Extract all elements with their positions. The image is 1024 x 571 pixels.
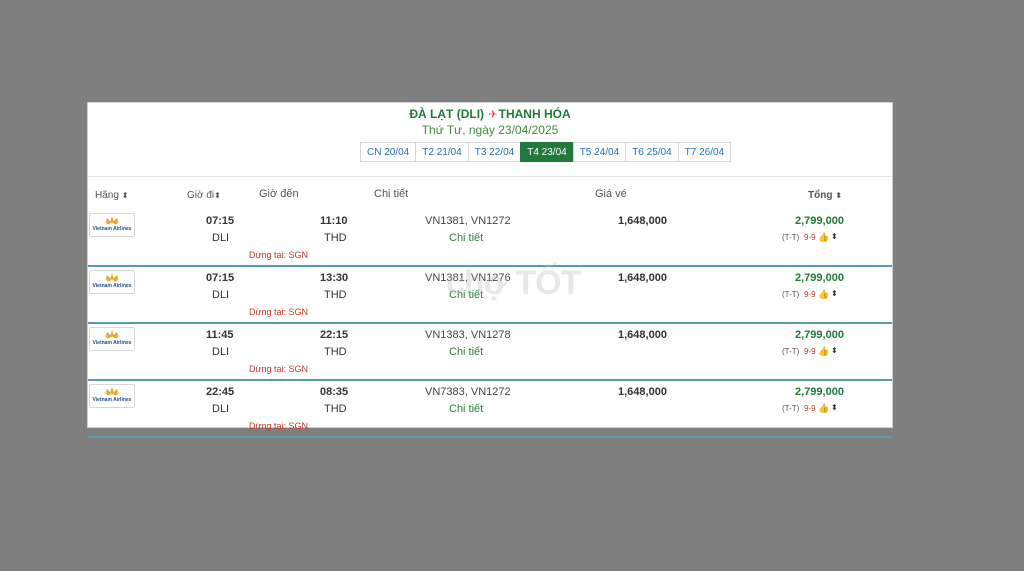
- col-detail-header: Chi tiết: [374, 188, 409, 200]
- detail-link[interactable]: Chi tiết: [449, 346, 484, 358]
- sort-icon: ⬍: [214, 191, 221, 200]
- col-airline-header[interactable]: Hãng ⬍: [95, 190, 129, 201]
- detail-link[interactable]: Chi tiết: [449, 289, 484, 301]
- total-price: 2,799,000: [795, 272, 844, 284]
- total-price: 2,799,000: [795, 386, 844, 398]
- airline-logo-text: Vietnam Airlines: [92, 397, 132, 403]
- airline-logo: Vietnam Airlines: [89, 270, 135, 294]
- fare-class: (T-T): [782, 347, 800, 356]
- rating-label: 9-9: [804, 347, 816, 356]
- depart-code: DLI: [212, 232, 230, 244]
- flight-list: Vietnam Airlines 07:15 DLI 11:10 THD Dừn…: [88, 210, 892, 438]
- thumbs-up-icon: 👍: [818, 232, 830, 242]
- arrive-code: THD: [324, 289, 347, 301]
- detail-link[interactable]: Chi tiết: [449, 403, 484, 415]
- arrive-time: 08:35: [320, 386, 349, 398]
- rating-label: 9-9: [804, 290, 816, 299]
- arrive-code: THD: [324, 346, 347, 358]
- rating-label: 9-9: [804, 233, 816, 242]
- rating-label: 9-9: [804, 404, 816, 413]
- column-header-row: Hãng ⬍ Giờ đi⬍ Giờ đến Chi tiết Giá vé T…: [88, 177, 892, 210]
- arrive-code: THD: [324, 403, 347, 415]
- flight-numbers: VN1381, VN1272: [425, 215, 511, 227]
- stop-info: Dừng tại: SGN: [249, 250, 309, 260]
- expand-sort-icon[interactable]: ⬍: [831, 403, 838, 412]
- flight-numbers: VN1383, VN1278: [425, 329, 511, 341]
- expand-sort-icon[interactable]: ⬍: [831, 289, 838, 298]
- arrive-time: 22:15: [320, 329, 349, 341]
- expand-sort-icon[interactable]: ⬍: [831, 346, 838, 355]
- flight-row[interactable]: Vietnam Airlines 11:45 DLI 22:15 THD Dừn…: [88, 324, 892, 381]
- flight-numbers: VN1381, VN1276: [425, 272, 511, 284]
- airline-logo-text: Vietnam Airlines: [92, 340, 132, 346]
- date-tabs: CN 20/04 T2 21/04 T3 22/04 T4 23/04 T5 2…: [360, 142, 732, 162]
- airline-logo-text: Vietnam Airlines: [92, 226, 132, 232]
- depart-time: 07:15: [206, 215, 235, 227]
- tab-date[interactable]: T3 22/04: [467, 142, 522, 162]
- stop-info: Dừng tại: SGN: [249, 307, 309, 317]
- col-arrive-header: Giờ đến: [259, 188, 299, 200]
- depart-code: DLI: [212, 346, 230, 358]
- thumbs-up-icon: 👍: [818, 346, 830, 356]
- thumbs-up-icon: 👍: [818, 403, 830, 413]
- lotus-icon: [104, 387, 120, 396]
- airline-logo-text: Vietnam Airlines: [92, 283, 132, 289]
- col-fare-header: Giá vé: [595, 188, 627, 200]
- sort-icon: ⬍: [835, 191, 842, 200]
- flight-row[interactable]: Vietnam Airlines 07:15 DLI 11:10 THD Dừn…: [88, 210, 892, 267]
- stop-info: Dừng tại: SGN: [249, 364, 309, 374]
- col-depart-header[interactable]: Giờ đi⬍: [187, 190, 221, 201]
- total-price: 2,799,000: [795, 215, 844, 227]
- lotus-icon: [104, 273, 120, 282]
- depart-time: 11:45: [206, 329, 234, 341]
- flight-results-panel: ĐÀ LẠT (DLI) ✈THANH HÓA Thứ Tư, ngày 23/…: [87, 102, 893, 438]
- arrive-code: THD: [324, 232, 347, 244]
- tab-date[interactable]: T2 21/04: [415, 142, 469, 162]
- total-price: 2,799,000: [795, 329, 844, 341]
- results-header: ĐÀ LẠT (DLI) ✈THANH HÓA Thứ Tư, ngày 23/…: [88, 103, 892, 177]
- detail-link[interactable]: Chi tiết: [449, 232, 484, 244]
- date-label: Thứ Tư, ngày 23/04/2025: [421, 123, 559, 137]
- arrive-time: 13:30: [320, 272, 349, 284]
- depart-code: DLI: [212, 289, 230, 301]
- fare-price: 1,648,000: [618, 272, 667, 284]
- origin-label: ĐÀ LẠT (DLI): [409, 107, 485, 121]
- plane-icon: ✈: [488, 109, 498, 121]
- flight-row[interactable]: Vietnam Airlines 07:15 DLI 13:30 THD Dừn…: [88, 267, 892, 324]
- tab-date-active[interactable]: T4 23/04: [520, 142, 574, 162]
- flight-numbers: VN7383, VN1272: [425, 386, 511, 398]
- airline-logo: Vietnam Airlines: [89, 327, 135, 351]
- arrive-time: 11:10: [320, 215, 348, 227]
- sort-icon: ⬍: [121, 191, 129, 200]
- airline-logo: Vietnam Airlines: [89, 213, 135, 237]
- tab-date[interactable]: T5 24/04: [572, 142, 627, 162]
- fare-class: (T-T): [782, 290, 800, 299]
- depart-code: DLI: [212, 403, 230, 415]
- tab-date[interactable]: CN 20/04: [360, 142, 417, 162]
- airline-logo: Vietnam Airlines: [89, 384, 135, 408]
- fare-price: 1,648,000: [618, 386, 667, 398]
- lotus-icon: [104, 330, 120, 339]
- depart-time: 22:45: [206, 386, 235, 398]
- fare-price: 1,648,000: [618, 329, 667, 341]
- depart-time: 07:15: [206, 272, 235, 284]
- fare-class: (T-T): [782, 233, 800, 242]
- fare-price: 1,648,000: [618, 215, 667, 227]
- tab-date[interactable]: T6 25/04: [625, 142, 679, 162]
- stop-info: Dừng tại: SGN: [249, 421, 309, 431]
- lotus-icon: [104, 216, 120, 225]
- col-total-header[interactable]: Tổng ⬍: [808, 190, 842, 201]
- route-title: ĐÀ LẠT (DLI) ✈THANH HÓA: [88, 107, 892, 121]
- flight-row[interactable]: Vietnam Airlines 22:45 DLI 08:35 THD Dừn…: [88, 381, 892, 438]
- expand-sort-icon[interactable]: ⬍: [831, 232, 838, 241]
- thumbs-up-icon: 👍: [818, 289, 830, 299]
- fare-class: (T-T): [782, 404, 800, 413]
- destination-label: THANH HÓA: [498, 107, 571, 121]
- tab-date[interactable]: T7 26/04: [677, 142, 732, 162]
